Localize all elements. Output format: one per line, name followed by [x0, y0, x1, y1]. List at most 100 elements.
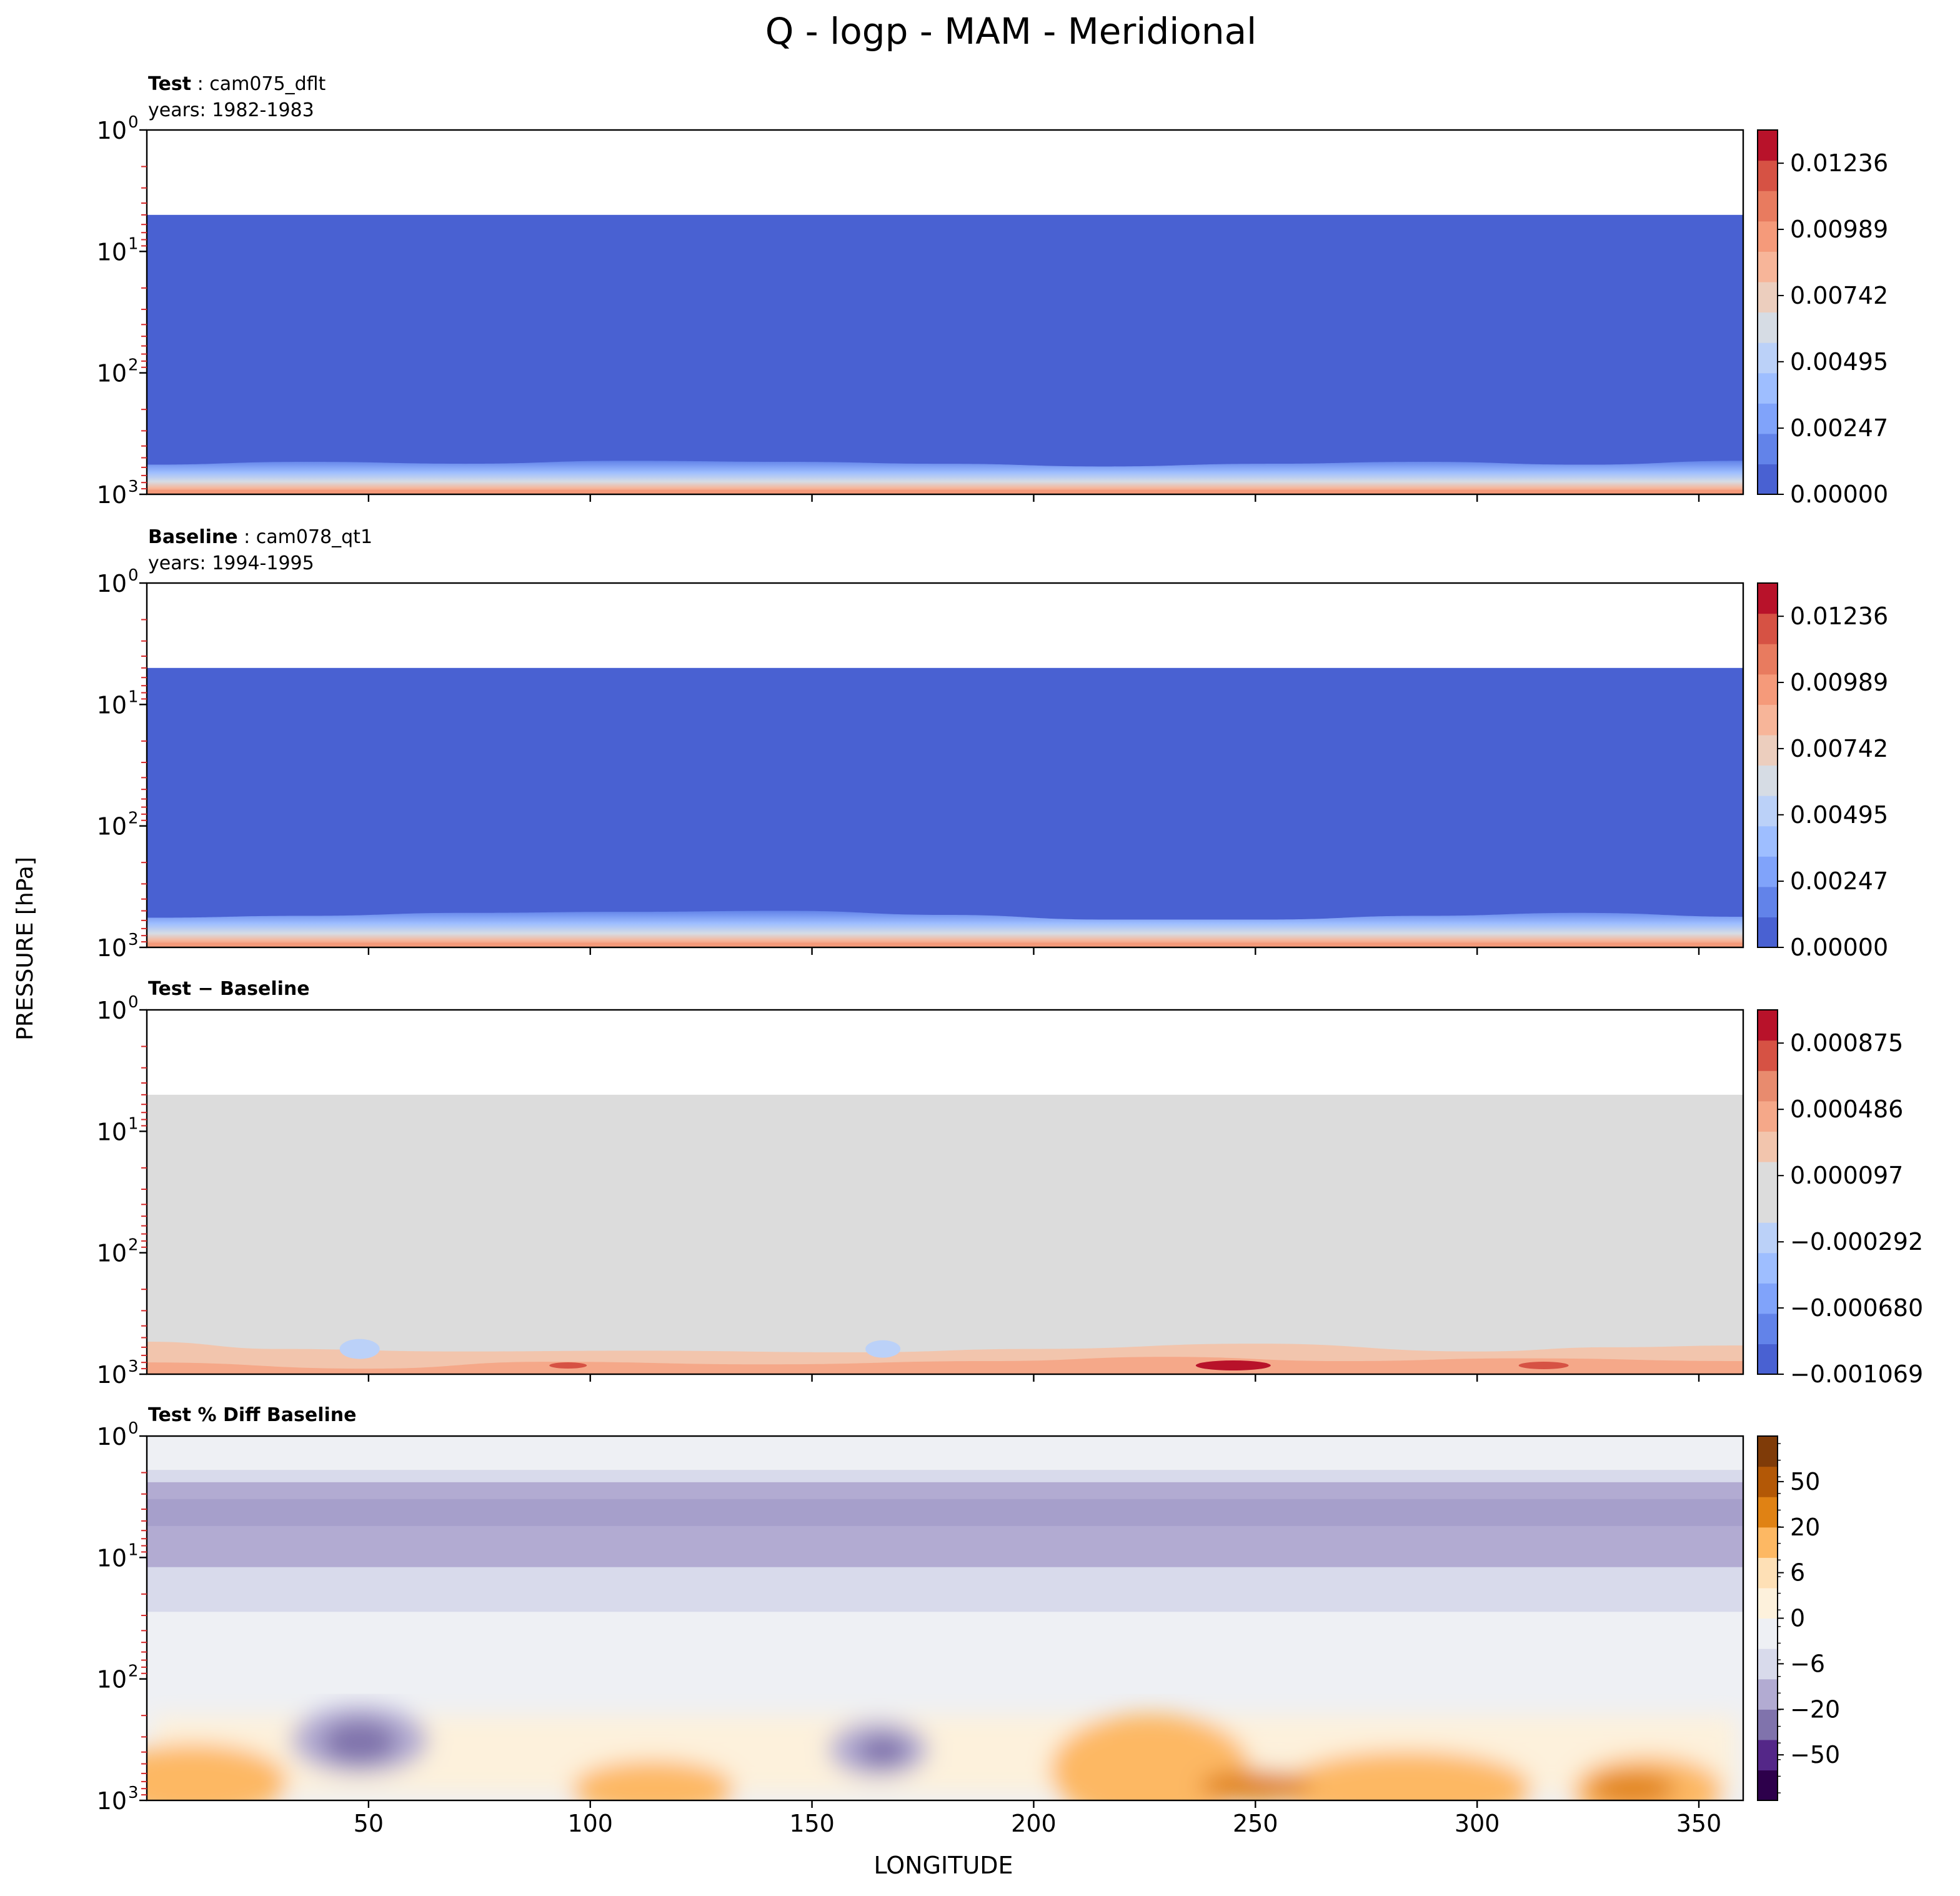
- y-tick-label: 10: [97, 1787, 127, 1815]
- y-tick-exponent: 1: [128, 1540, 139, 1559]
- y-tick-exponent: 3: [128, 1357, 139, 1376]
- colorbar-segment: [1758, 1679, 1778, 1710]
- diff-neutral-region: [147, 1094, 1743, 1374]
- pct-positive-region: [1050, 1714, 1250, 1800]
- colorbar-segment: [1758, 1466, 1778, 1497]
- panel-subtitle: years: 1982-1983: [148, 99, 314, 121]
- colorbar-segment: [1758, 221, 1778, 252]
- y-tick-exponent: 1: [128, 687, 139, 706]
- y-tick-exponent: 2: [128, 1662, 139, 1681]
- colorbar-segment: [1758, 281, 1778, 313]
- y-tick-label: 10: [97, 1361, 127, 1389]
- y-tick-label: 10: [97, 1544, 127, 1572]
- colorbar-segment: [1758, 886, 1778, 918]
- colorbar-tick-label: 20: [1790, 1514, 1820, 1541]
- x-axis-label: LONGITUDE: [873, 1852, 1013, 1879]
- y-tick-exponent: 0: [128, 566, 139, 585]
- x-tick-label: 350: [1676, 1810, 1722, 1837]
- y-tick-exponent: 2: [128, 356, 139, 375]
- colorbar-tick-label: 0.00495: [1790, 348, 1888, 376]
- colorbar-segment: [1758, 130, 1778, 161]
- y-tick-label: 10: [97, 1118, 127, 1145]
- y-tick-label: 10: [97, 481, 127, 509]
- y-tick-exponent: 3: [128, 477, 139, 496]
- diff-negative-blob: [339, 1339, 380, 1359]
- colorbar-segment: [1758, 403, 1778, 434]
- y-tick-exponent: 1: [128, 234, 139, 253]
- colorbar-segment: [1758, 342, 1778, 374]
- colorbar-tick-label: 0.000097: [1790, 1162, 1903, 1189]
- panel-title-bold: Baseline: [148, 526, 238, 548]
- plot-area: [147, 130, 1743, 494]
- colorbar-tick-label: 0.000875: [1790, 1029, 1903, 1057]
- colorbar-frame: [1757, 1009, 1778, 1375]
- colorbar-tick-label: −0.001069: [1790, 1360, 1923, 1388]
- y-tick-exponent: 3: [128, 1784, 139, 1802]
- panel-title: Baseline : cam078_qt1: [148, 526, 372, 548]
- colorbar-segment: [1758, 796, 1778, 827]
- colorbar-tick-label: −6: [1790, 1650, 1825, 1677]
- y-tick-exponent: 2: [128, 809, 139, 828]
- pct-positive-region: [572, 1760, 735, 1800]
- field-upper-region: [147, 667, 1743, 947]
- colorbar-tick-label: 50: [1790, 1468, 1820, 1495]
- y-tick-label: 10: [97, 360, 127, 387]
- colorbar-segment: [1758, 191, 1778, 222]
- colorbar-tick-label: −0.000292: [1790, 1228, 1923, 1255]
- y-tick-label: 10: [97, 691, 127, 719]
- panel-title-rest: : cam075_dflt: [191, 73, 326, 95]
- panel-title: Test : cam075_dflt: [148, 73, 326, 95]
- panel-title-bold: Test − Baseline: [148, 978, 310, 1000]
- y-tick-label: 10: [97, 1666, 127, 1694]
- colorbar-tick-label: 0.00247: [1790, 867, 1888, 895]
- colorbar-segment: [1758, 372, 1778, 404]
- plot-frame: [146, 1009, 1744, 1375]
- colorbar-tick-label: 0.00742: [1790, 735, 1888, 762]
- colorbar-tick-label: −0.000680: [1790, 1294, 1923, 1322]
- colorbar-segment: [1758, 734, 1778, 766]
- surface-band: [147, 490, 1743, 494]
- colorbar-segment: [1758, 1313, 1778, 1345]
- colorbar-segment: [1758, 1283, 1778, 1314]
- y-tick-label: 10: [97, 1423, 127, 1450]
- colorbar-segment: [1758, 1344, 1778, 1375]
- y-tick-label: 10: [97, 934, 127, 962]
- colorbar-tick-label: 0: [1790, 1605, 1805, 1632]
- pct-positive-region: [1281, 1751, 1532, 1800]
- y-tick-label: 10: [97, 238, 127, 266]
- colorbar-segment: [1758, 433, 1778, 465]
- colorbar-segment: [1758, 765, 1778, 796]
- colorbar-segment: [1758, 251, 1778, 282]
- x-tick-label: 250: [1233, 1810, 1278, 1837]
- colorbar-segment: [1758, 1222, 1778, 1254]
- y-tick-label: 10: [97, 997, 127, 1024]
- colorbar-segment: [1758, 917, 1778, 948]
- plot-area: [147, 1436, 1743, 1800]
- colorbar-segment: [1758, 644, 1778, 675]
- figure-title: Q - logp - MAM - Meridional: [765, 10, 1257, 52]
- panel-title: Test % Diff Baseline: [148, 1404, 357, 1426]
- panel-title-bold: Test % Diff Baseline: [148, 1404, 357, 1426]
- colorbar-segment: [1758, 160, 1778, 191]
- boundary-layer-band: [147, 461, 1743, 494]
- pct-negative-core: [858, 1735, 908, 1767]
- plot-area: [147, 1010, 1743, 1374]
- colorbar-segment: [1758, 312, 1778, 343]
- y-tick-label: 10: [97, 570, 127, 597]
- colorbar-segment: [1758, 1131, 1778, 1162]
- colorbar-segment: [1758, 1709, 1778, 1740]
- colorbar-segment: [1758, 856, 1778, 887]
- colorbar-frame: [1757, 129, 1778, 495]
- y-tick-label: 10: [97, 1240, 127, 1267]
- colorbar-segment: [1758, 1010, 1778, 1041]
- colorbar-tick-label: 0.01236: [1790, 149, 1888, 177]
- colorbar-segment: [1758, 1497, 1778, 1528]
- pct-lower-field: [147, 1705, 1737, 1800]
- x-tick-label: 200: [1011, 1810, 1057, 1837]
- plot-frame: [146, 1435, 1744, 1802]
